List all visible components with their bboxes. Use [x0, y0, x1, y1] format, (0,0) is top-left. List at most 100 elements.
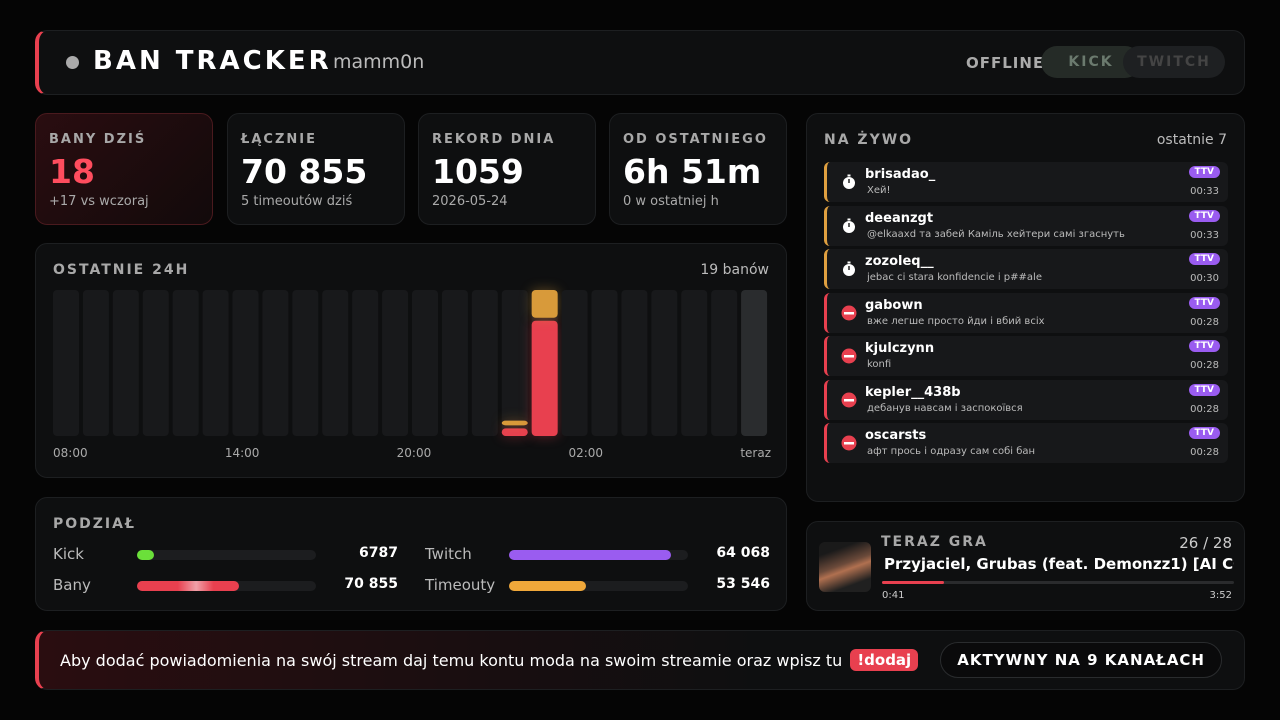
app-title: BAN TRACKER: [93, 46, 332, 76]
bar-slot: [561, 290, 588, 436]
split-panel: PODZIAŁ Kick 6787 Twitch 64 068 Bany 70 855 Tim…: [35, 497, 787, 611]
bar-slot: [382, 290, 409, 436]
timer-knob: [847, 174, 851, 177]
live-message: konfi: [867, 359, 892, 370]
x-tick-label: 08:00: [53, 446, 88, 460]
live-message: вже легше просто йди і вбий всіх: [867, 315, 1045, 327]
cover-thumbnail: [819, 542, 871, 592]
status-dot: [66, 56, 79, 69]
stat-note: 5 timeoutów dziś: [241, 194, 353, 209]
now-playing: TERAZ GRA 26 / 28 Przyjaciel, Grubas (feat…: [806, 521, 1245, 611]
bar-slot: [471, 290, 498, 436]
event-icon: [843, 218, 855, 233]
stat-label: BANY DZIŚ: [49, 132, 147, 147]
platform-badge: TTV: [1188, 166, 1220, 178]
split-track: [509, 581, 688, 591]
bar-slot: [53, 290, 79, 436]
live-item: brisadao_ Хей! TTV 00:33: [824, 162, 1228, 202]
stat-value: 6h 51m: [623, 152, 762, 191]
channels-badge: AKTYWNY NA 9 KANAŁACH: [940, 642, 1222, 678]
chart-title: OSTATNIE 24H: [53, 262, 190, 278]
live-item: oscarsts афт прось і одразу сам собі бан T…: [824, 423, 1228, 463]
live-item: kjulczynn konfi TTV 00:28: [824, 336, 1228, 376]
live-name: kjulczynn: [865, 341, 935, 356]
live-time: 00:28: [1190, 403, 1219, 415]
live-message: @elkaaxd та забей Камiль хейтери самі зг…: [867, 228, 1125, 240]
split-bar: [137, 550, 155, 560]
bar-slot: [412, 290, 438, 436]
bar-slot: [82, 290, 109, 436]
bar-slot: [651, 290, 678, 436]
stat-note: 0 w ostatniej h: [623, 194, 719, 209]
live-panel: NA ŻYWO ostatnie 7 brisadao_ Хей! TTV 00:33 de…: [806, 113, 1245, 502]
progress-fill: [882, 581, 945, 584]
platform-pill[interactable]: TWITCH: [1123, 46, 1225, 78]
footer: Aby dodać powiadomienia na swój stream d…: [35, 630, 1245, 690]
live-item: deeanzgt @elkaaxd та забей Камiль хейтери…: [824, 205, 1228, 246]
event-icon: [841, 392, 857, 407]
event-icon: [843, 174, 855, 189]
split-bar: [509, 550, 671, 560]
channel-name: mamm0n: [333, 51, 425, 73]
bar-slot: [591, 290, 618, 436]
split-name: Bany: [53, 576, 91, 594]
stat-label: ŁĄCZNIE: [241, 132, 317, 147]
bar-segment: [531, 290, 558, 318]
platform-badge: TTV: [1188, 209, 1220, 222]
live-message: Хей!: [867, 185, 891, 196]
recent-panel: OSTATNIE 24H 19 banów 08:00 14:00 20:00 02:00…: [35, 243, 787, 478]
bar-slot: [501, 290, 528, 436]
bar-slot: [681, 290, 708, 436]
live-name: gabown: [865, 297, 923, 313]
x-tick-label: 20:00: [396, 446, 432, 460]
live-message: афт прось і одразу сам собі бан: [867, 446, 1036, 457]
ban-icon-bar: [844, 398, 854, 401]
bar-slot: [322, 290, 349, 436]
split-name: Kick: [53, 545, 84, 563]
platform-badge: TTV: [1188, 253, 1220, 265]
split-value: 6787: [359, 545, 398, 561]
live-item: gabown вже легше просто йди і вбий всіх TT…: [824, 292, 1228, 333]
stat-label: REKORD DNIA: [432, 132, 556, 147]
event-icon: [841, 435, 857, 451]
ban-icon-bar: [844, 311, 854, 314]
split-name: Twitch: [425, 545, 472, 563]
stat-card: OD OSTATNIEGO 6h 51m 0 w ostatniej h: [609, 113, 787, 225]
np-duration: 3:52: [1209, 590, 1232, 601]
bar-chart: [53, 290, 768, 436]
live-name: kepler__438b: [865, 384, 961, 400]
split-track: [509, 550, 688, 560]
progress-track: [882, 581, 1234, 584]
bar-slot: [292, 290, 319, 436]
platform-badge: TTV: [1188, 296, 1220, 309]
split-value: 64 068: [716, 545, 770, 561]
live-subtitle: ostatnie 7: [1156, 132, 1227, 148]
live-time: 00:28: [1190, 360, 1219, 371]
live-time: 00:33: [1190, 229, 1219, 241]
timer-knob: [847, 261, 851, 264]
split-value: 53 546: [716, 576, 770, 592]
bar-segment: [531, 320, 558, 436]
stat-card: REKORD DNIA 1059 2026-05-24: [418, 113, 596, 225]
bar-slot: [202, 290, 229, 436]
event-icon: [841, 305, 857, 320]
footer-text: Aby dodać powiadomienia na swój stream d…: [60, 650, 843, 670]
x-tick-label: teraz: [740, 446, 771, 460]
split-value: 70 855: [344, 576, 398, 592]
split-bar: [509, 581, 587, 591]
stat-card: ŁĄCZNIE 70 855 5 timeoutów dziś: [227, 113, 405, 225]
stat-value: 70 855: [241, 152, 368, 191]
live-message: дебанув навсам і заспокоївся: [867, 402, 1023, 414]
footer-line: Aby dodać powiadomienia na swój stream d…: [60, 649, 919, 671]
timer-knob: [847, 218, 851, 220]
ban-icon-bar: [844, 442, 854, 445]
stat-value: 1059: [432, 152, 524, 191]
event-icon: [841, 348, 857, 364]
live-name: oscarsts: [865, 428, 927, 443]
platform-badge: TTV: [1188, 340, 1220, 352]
split-bar: [137, 581, 239, 591]
bar-slot: [741, 290, 768, 436]
stat-value: 18: [49, 152, 95, 191]
np-elapsed: 0:41: [882, 590, 905, 601]
